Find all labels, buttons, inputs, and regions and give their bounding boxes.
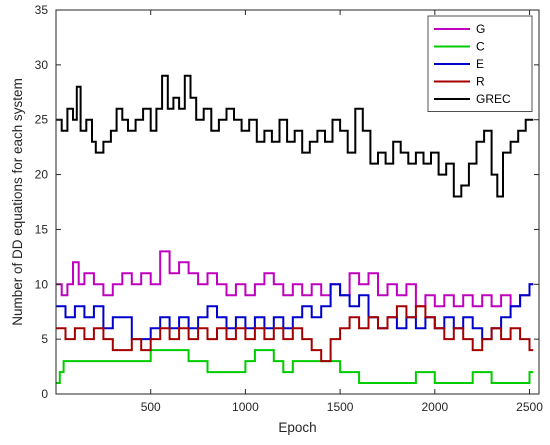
legend-label-grec: GREC bbox=[476, 92, 511, 106]
series-line-r bbox=[56, 305, 534, 363]
y-tick-label: 5 bbox=[41, 332, 48, 346]
axes-frame bbox=[55, 9, 540, 395]
series-line-grec bbox=[56, 74, 534, 198]
y-tick-label: 25 bbox=[35, 113, 49, 127]
y-axis-title: Number of DD equations for each system bbox=[10, 78, 25, 326]
y-tick-label: 35 bbox=[35, 3, 49, 17]
legend-label-e: E bbox=[476, 57, 484, 71]
y-tick-label: 0 bbox=[41, 387, 48, 401]
series-line-g bbox=[56, 250, 534, 308]
y-tick-label: 30 bbox=[35, 58, 49, 72]
axes-layer: 500 1000 1500 2000 2500 0 5 10 15 20 25 30 35 bbox=[35, 3, 544, 414]
series-layer bbox=[56, 74, 534, 384]
x-tick-label: 2000 bbox=[421, 400, 448, 414]
y-tick-label: 10 bbox=[35, 277, 49, 291]
x-tick-label: 1500 bbox=[327, 400, 354, 414]
x-tick-label: 500 bbox=[141, 400, 161, 414]
y-tick-label: 15 bbox=[35, 222, 49, 236]
legend-label-r: R bbox=[476, 75, 485, 89]
legend-label-g: G bbox=[476, 22, 485, 36]
legend-label-c: C bbox=[476, 40, 485, 54]
y-tick-label: 20 bbox=[35, 168, 49, 182]
x-axis-title: Epoch bbox=[278, 420, 316, 435]
x-tick-label: 2500 bbox=[516, 400, 543, 414]
x-tick-label: 1000 bbox=[232, 400, 259, 414]
